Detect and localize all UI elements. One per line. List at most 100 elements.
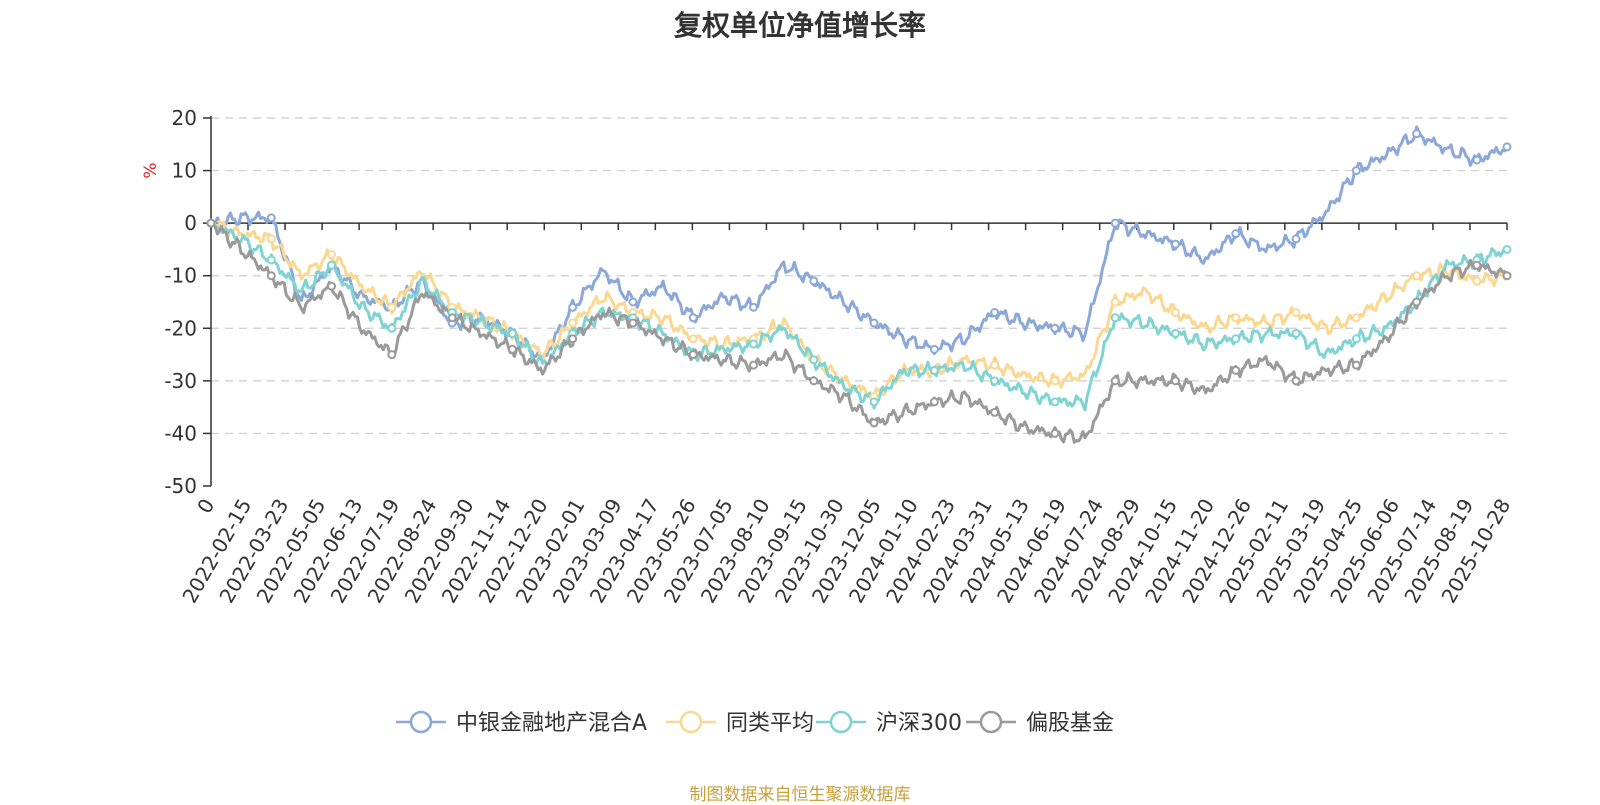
series-markers: [206, 129, 1512, 438]
data-point: [507, 344, 517, 354]
y-tick-label: 10: [172, 159, 197, 183]
data-point: [929, 397, 939, 407]
legend-label: 偏股基金: [1026, 711, 1114, 736]
data-point: [447, 313, 457, 323]
data-point: [266, 271, 276, 281]
data-point: [1231, 313, 1241, 323]
data-point: [1291, 329, 1301, 339]
data-point: [749, 360, 759, 370]
data-point: [1412, 271, 1422, 281]
data-point: [749, 339, 759, 349]
data-point: [929, 365, 939, 375]
data-point: [688, 313, 698, 323]
data-point: [1231, 365, 1241, 375]
data-point: [1050, 397, 1060, 407]
legend-item[interactable]: 偏股基金: [966, 710, 1114, 736]
chart-title: 复权单位净值增长率: [673, 9, 926, 42]
data-point: [507, 329, 517, 339]
data-point: [1351, 334, 1361, 344]
y-tick-label: -20: [164, 316, 197, 340]
data-point: [1291, 308, 1301, 318]
data-point: [1291, 376, 1301, 386]
data-point: [628, 318, 638, 328]
data-point: [990, 407, 1000, 417]
legend-label: 同类平均: [726, 711, 814, 736]
data-point: [1291, 234, 1301, 244]
legend-item[interactable]: 同类平均: [666, 710, 814, 736]
y-tick-label: -10: [164, 264, 197, 288]
legend-marker: [829, 710, 853, 734]
data-point: [1351, 360, 1361, 370]
data-point: [1231, 229, 1241, 239]
data-point: [1050, 376, 1060, 386]
series-line: [210, 221, 1509, 444]
data-point: [809, 276, 819, 286]
data-point: [1502, 244, 1512, 254]
y-tick-label: -40: [164, 421, 197, 445]
data-point: [387, 350, 397, 360]
data-point: [809, 376, 819, 386]
data-point: [266, 255, 276, 265]
data-point: [1502, 271, 1512, 281]
legend-marker: [409, 710, 433, 734]
data-point: [1170, 239, 1180, 249]
legend-item[interactable]: 中银金融地产混合A: [396, 710, 647, 736]
axes: [203, 116, 1508, 487]
data-point: [568, 334, 578, 344]
data-point: [1412, 129, 1422, 139]
data-point: [1110, 376, 1120, 386]
data-point: [990, 376, 1000, 386]
data-point: [1110, 313, 1120, 323]
data-point: [266, 213, 276, 223]
data-point: [1412, 297, 1422, 307]
legend-label: 沪深300: [876, 711, 962, 736]
grid-lines: [211, 117, 1507, 435]
data-point: [869, 418, 879, 428]
data-point: [568, 318, 578, 328]
data-point: [1170, 376, 1180, 386]
data-point: [568, 302, 578, 312]
data-point: [266, 234, 276, 244]
data-point: [749, 302, 759, 312]
data-point: [1170, 308, 1180, 318]
data-point: [387, 302, 397, 312]
data-point: [327, 260, 337, 270]
y-tick-label: 20: [172, 106, 197, 130]
data-point: [387, 323, 397, 333]
tick-labels: 20100-10-20-30-40-50%02022-02-152022-03-…: [141, 106, 1515, 607]
y-axis-label: %: [141, 162, 161, 178]
data-point: [1050, 323, 1060, 333]
data-point: [1351, 166, 1361, 176]
series-lines: [210, 125, 1509, 444]
x-tick-label: 0: [192, 495, 219, 518]
data-point: [1170, 329, 1180, 339]
data-point: [990, 360, 1000, 370]
legend-item[interactable]: 沪深300: [816, 710, 962, 736]
data-point: [688, 334, 698, 344]
y-tick-label: -50: [164, 474, 197, 498]
data-point: [990, 308, 1000, 318]
data-point: [1231, 334, 1241, 344]
data-point: [929, 344, 939, 354]
data-point: [1502, 142, 1512, 152]
y-tick-label: -30: [164, 369, 197, 393]
data-point: [1110, 218, 1120, 228]
source-note: 制图数据来自恒生聚源数据库: [689, 785, 911, 805]
y-tick-label: 0: [184, 211, 197, 235]
data-point: [869, 397, 879, 407]
legend-marker: [679, 710, 703, 734]
data-point: [1110, 297, 1120, 307]
data-point: [327, 250, 337, 260]
data-point: [206, 218, 216, 228]
legend[interactable]: 中银金融地产混合A 同类平均 沪深300 偏股基金: [396, 710, 1114, 736]
legend-marker: [979, 710, 1003, 734]
data-point: [869, 318, 879, 328]
data-point: [1472, 260, 1482, 270]
data-point: [1050, 428, 1060, 438]
data-point: [1351, 313, 1361, 323]
legend-label: 中银金融地产混合A: [456, 711, 647, 736]
data-point: [1472, 155, 1482, 165]
data-point: [628, 297, 638, 307]
data-point: [1472, 276, 1482, 286]
